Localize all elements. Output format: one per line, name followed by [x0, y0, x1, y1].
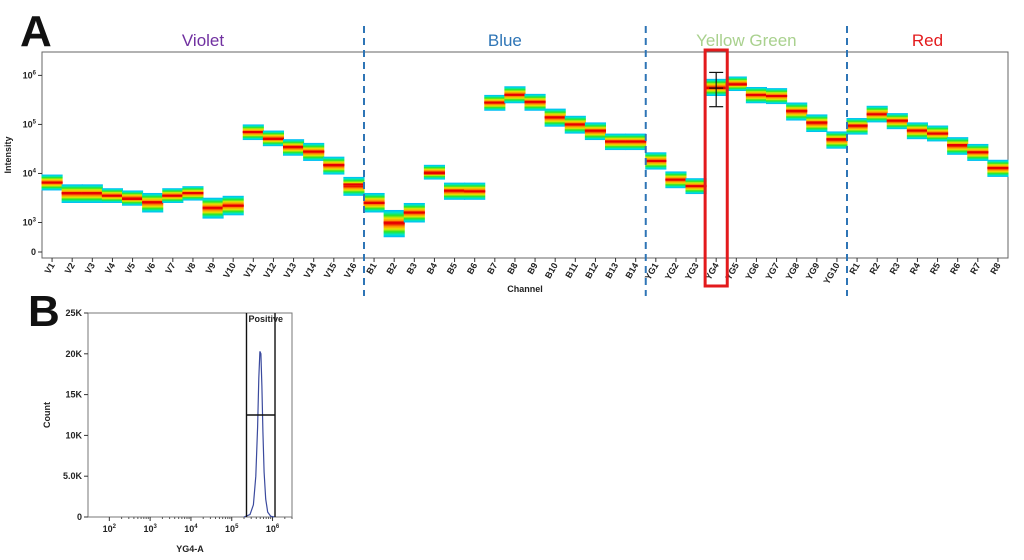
- x-tick-label: V4: [103, 261, 117, 276]
- y-tick-label: 10K: [65, 430, 82, 440]
- x-tick-label: R7: [968, 261, 982, 276]
- chart-a: V1 V2 V3 V4 V5 V6 V7 V8 V9 V10 V11 V12 V13 V14 V15 V16 B…: [3, 26, 1009, 296]
- x-tick-label: 102: [103, 524, 117, 534]
- x-tick-label: R5: [928, 261, 942, 276]
- x-tick-label: R2: [868, 261, 882, 276]
- plot-frame: [41, 51, 1009, 259]
- x-tick-label: YG8: [784, 261, 802, 282]
- y-tick-label: 5.0K: [63, 471, 83, 481]
- heatmap-band: [343, 176, 365, 196]
- heatmap-band: [383, 209, 405, 238]
- x-tick-label: V13: [282, 261, 299, 280]
- y-tick-label: 20K: [65, 349, 82, 359]
- x-tick-label: B5: [445, 261, 459, 276]
- x-tick-label: 104: [184, 524, 198, 534]
- x-tick-label: B1: [364, 261, 378, 276]
- x-tick-label: B7: [485, 261, 499, 276]
- x-tick-label: R3: [888, 261, 902, 276]
- x-tick-label: V15: [322, 261, 339, 280]
- region-label: Red: [912, 31, 943, 50]
- y-tick-label: 25K: [65, 308, 82, 318]
- panel-letter-a: A: [20, 7, 52, 56]
- x-tick-label: B2: [385, 261, 399, 276]
- x-tick-label: YG2: [663, 261, 681, 282]
- region-label: Yellow Green: [696, 31, 797, 50]
- x-tick-label: V16: [342, 261, 359, 280]
- x-tick-label: V10: [221, 261, 238, 280]
- x-tick-label: YG3: [683, 261, 701, 282]
- y-tick-label: 104: [23, 168, 37, 178]
- x-tick-label: YG6: [744, 261, 762, 282]
- x-tick-label: YG10: [822, 261, 842, 286]
- x-tick-label: V11: [242, 261, 258, 279]
- histogram-line: [243, 351, 275, 518]
- x-tick-label: B12: [583, 261, 600, 280]
- y-tick-label: 105: [23, 119, 37, 129]
- x-tick-label: V2: [63, 261, 77, 276]
- x-tick-label: V14: [302, 261, 319, 280]
- x-tick-label: R8: [988, 261, 1002, 276]
- x-tick-label: B3: [405, 261, 419, 276]
- x-axis-title: Channel: [507, 284, 543, 294]
- x-tick-label: V12: [262, 261, 279, 280]
- x-tick-label: B6: [465, 261, 479, 276]
- x-tick-label: R6: [948, 261, 962, 276]
- x-axis-title: YG4-A: [176, 544, 204, 554]
- x-tick-label: 105: [225, 524, 239, 534]
- x-tick-label: V1: [43, 261, 57, 276]
- y-axis-title: Count: [42, 402, 52, 428]
- x-tick-label: B13: [603, 261, 620, 280]
- plot-frame: [87, 312, 293, 518]
- x-tick-label: V3: [83, 261, 97, 276]
- x-tick-label: V6: [143, 261, 157, 276]
- y-tick-label: 103: [23, 217, 37, 227]
- y-tick-label: 15K: [65, 390, 82, 400]
- x-tick-label: B8: [505, 261, 519, 276]
- x-tick-label: B14: [624, 261, 641, 280]
- y-tick-label: 0: [31, 247, 36, 257]
- chart-b: 0 5.0K 10K 15K 20K 25K 102 103 104 105 106 YG4-A Cou…: [42, 308, 293, 554]
- x-tick-label: 106: [266, 524, 280, 534]
- panel-letter-b: B: [28, 287, 60, 336]
- x-tick-label: YG9: [804, 261, 822, 282]
- x-tick-label: R1: [847, 261, 861, 276]
- gate-label: Positive: [248, 314, 283, 324]
- x-tick-label: B11: [563, 261, 580, 280]
- x-tick-label: B9: [525, 261, 539, 276]
- region-label: Violet: [182, 31, 224, 50]
- y-axis-title: Intensity: [3, 136, 13, 173]
- x-tick-label: B10: [543, 261, 560, 280]
- highlight-box: [703, 48, 729, 288]
- y-tick-label: 106: [23, 70, 37, 80]
- heatmap-band: [121, 190, 144, 206]
- region-label: Blue: [488, 31, 522, 50]
- x-tick-label: B4: [425, 261, 439, 276]
- x-tick-label: YG7: [764, 261, 782, 282]
- x-tick-label: 103: [143, 524, 157, 534]
- y-tick-label: 0: [77, 512, 82, 522]
- heatmap-band: [423, 164, 446, 180]
- x-tick-label: V5: [123, 261, 137, 276]
- x-tick-label: V9: [204, 261, 218, 276]
- x-tick-label: R4: [908, 261, 922, 276]
- x-tick-label: V8: [184, 261, 198, 276]
- x-tick-label: V7: [163, 261, 177, 276]
